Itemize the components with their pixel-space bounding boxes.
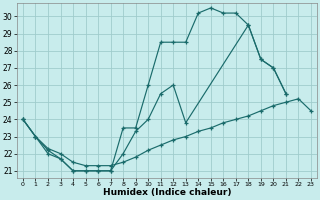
X-axis label: Humidex (Indice chaleur): Humidex (Indice chaleur) — [103, 188, 231, 197]
